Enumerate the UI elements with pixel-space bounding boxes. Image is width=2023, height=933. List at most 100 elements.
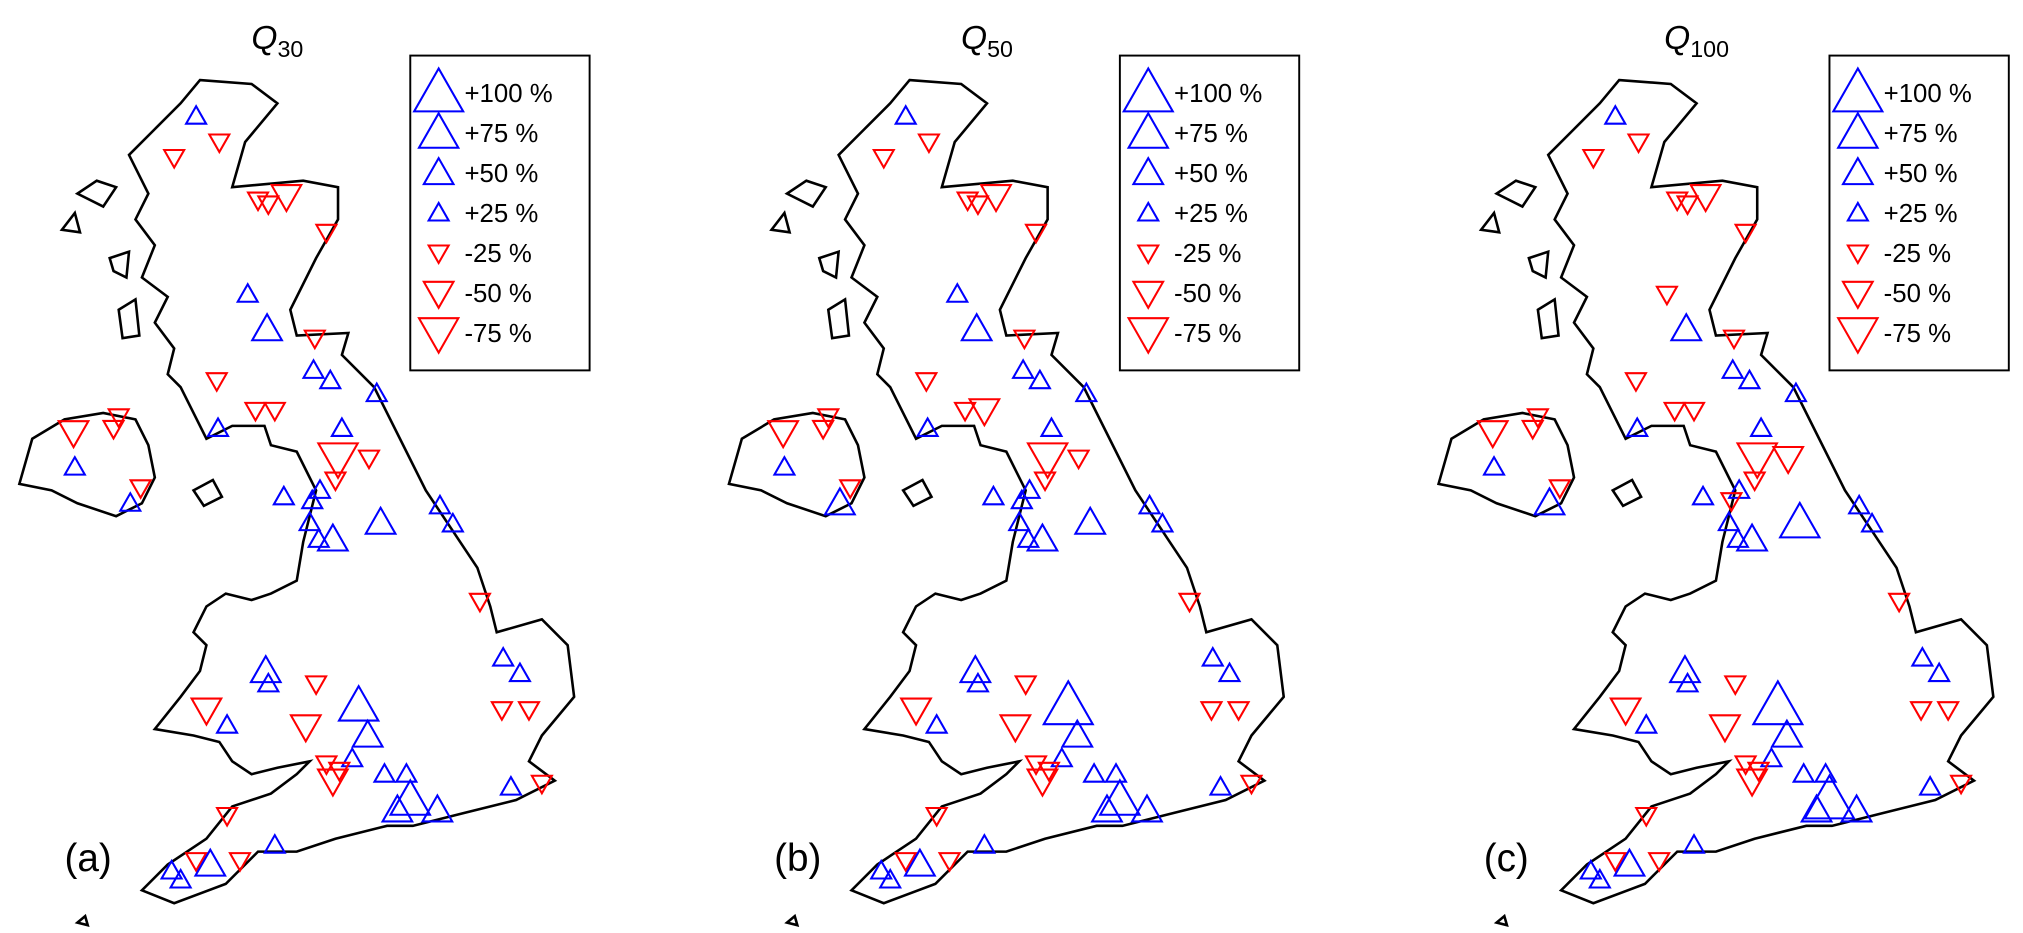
island <box>191 478 224 508</box>
station-marker <box>1013 675 1038 696</box>
station-marker <box>1090 793 1124 823</box>
station-marker <box>1074 381 1099 403</box>
station-marker <box>272 484 296 506</box>
station-marker <box>204 372 229 393</box>
station-marker <box>128 479 153 500</box>
island <box>901 478 934 508</box>
station-marker <box>945 282 970 303</box>
legend-label: -75 % <box>464 320 531 348</box>
station-marker <box>330 416 354 437</box>
station-marker <box>388 778 432 816</box>
station-marker <box>168 867 193 889</box>
legend-marker <box>1836 111 1880 149</box>
legend-label: +25 % <box>464 200 538 228</box>
station-marker <box>357 449 381 471</box>
panel-title: Q30 <box>251 20 303 62</box>
station-marker <box>1603 104 1628 125</box>
station-marker <box>337 684 381 722</box>
station-marker <box>1532 486 1567 516</box>
station-marker <box>1025 522 1060 552</box>
station-marker <box>106 408 131 429</box>
station-marker <box>979 184 1013 214</box>
station-marker <box>184 852 208 873</box>
station-marker <box>420 793 454 823</box>
station-marker <box>1737 368 1762 390</box>
coastline <box>1436 411 1576 518</box>
station-marker <box>924 713 949 734</box>
title-symbol: Q <box>961 20 987 57</box>
island <box>1493 913 1509 927</box>
island <box>769 210 792 234</box>
station-marker <box>428 493 452 515</box>
station-marker <box>960 312 994 342</box>
station-marker <box>903 847 937 877</box>
station-marker <box>1239 774 1264 796</box>
station-marker <box>1624 372 1648 393</box>
station-marker <box>318 368 343 390</box>
legend-marker <box>1846 244 1870 266</box>
panel: Q100 (c) +100 % +75 % +50 % +25 % -25 % -50 % -7… <box>1436 20 2010 927</box>
station-marker <box>869 858 893 880</box>
station-marker <box>215 713 239 734</box>
island <box>1478 210 1501 234</box>
station-marker <box>1655 285 1679 307</box>
station-marker <box>893 852 918 873</box>
island <box>74 179 119 209</box>
station-marker <box>816 408 841 429</box>
station-marker <box>915 416 940 437</box>
station-marker <box>1039 416 1064 437</box>
station-marker <box>1073 505 1107 535</box>
station-marker <box>1665 191 1690 213</box>
station-marker <box>300 488 325 510</box>
station-marker <box>1936 701 1960 722</box>
station-marker <box>1634 806 1659 828</box>
legend-label: +25 % <box>1884 200 1958 228</box>
station-marker <box>772 455 797 476</box>
coastline <box>727 411 866 518</box>
panel: Q50 (b) +100 % +75 % +50 % +25 % -25 % -50 % -75… <box>727 20 1301 927</box>
station-marker <box>228 852 252 873</box>
station-marker <box>256 671 281 693</box>
station-marker <box>1208 775 1233 796</box>
station-marker <box>1007 510 1032 532</box>
panel-label: (c) <box>1484 837 1529 880</box>
legend-label: -25 % <box>1884 240 1951 268</box>
station-marker <box>917 133 941 155</box>
station-marker <box>269 184 304 214</box>
station-marker <box>340 746 364 768</box>
title-symbol: Q <box>1664 20 1690 57</box>
station-marker <box>1581 148 1606 170</box>
panel-title: Q50 <box>961 20 1013 62</box>
island <box>108 249 131 280</box>
station-marker <box>1217 661 1242 683</box>
station-marker <box>235 282 260 303</box>
station-marker <box>364 381 389 403</box>
station-marker <box>1735 442 1779 480</box>
station-marker <box>1104 762 1128 783</box>
station-marker <box>1726 527 1750 548</box>
station-marker <box>394 762 419 783</box>
station-marker <box>289 714 323 744</box>
station-marker <box>297 510 322 532</box>
station-marker <box>1723 675 1748 696</box>
station-marker <box>1012 329 1037 351</box>
station-marker <box>184 104 208 125</box>
legend-label: +100 % <box>1884 80 1972 108</box>
legend-marker <box>426 244 451 266</box>
station-marker <box>1733 223 1758 245</box>
legend-label: -50 % <box>1884 280 1951 308</box>
title-subscript: 50 <box>987 36 1013 62</box>
station-marker <box>1033 471 1057 493</box>
station-marker <box>499 775 523 796</box>
station-marker <box>250 312 284 342</box>
station-marker <box>1098 778 1142 816</box>
station-marker <box>924 806 949 828</box>
station-marker <box>1024 223 1048 245</box>
station-marker <box>118 491 143 512</box>
legend-label: +75 % <box>1174 120 1248 148</box>
station-marker <box>1675 671 1700 693</box>
title-subscript: 100 <box>1690 36 1729 62</box>
station-marker <box>1603 852 1628 873</box>
island <box>1536 297 1560 340</box>
panel-label: (b) <box>774 837 821 880</box>
